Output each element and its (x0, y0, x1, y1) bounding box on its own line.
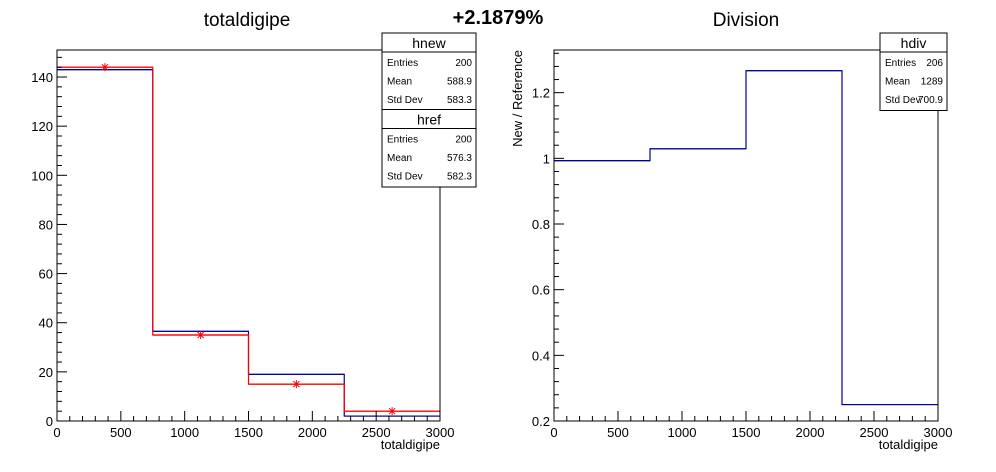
y-tick-label: 40 (39, 316, 53, 331)
stats-value: 200 (455, 58, 472, 69)
x-tick-label: 1500 (234, 425, 263, 440)
x-tick-label: 2000 (298, 425, 327, 440)
stats-label: Std Dev (387, 95, 423, 106)
stats-label: Entries (885, 58, 916, 69)
stats-title: hdiv (901, 35, 927, 51)
stats-value: 576.3 (447, 153, 472, 164)
x-tick-label: 2500 (860, 425, 889, 440)
y-tick-label: 0.4 (532, 348, 550, 363)
x-axis-title: totaldigipe (879, 437, 938, 452)
y-tick-label: 0 (46, 414, 53, 429)
y-tick-label: 1.2 (532, 86, 550, 101)
stats-box-href: href Entries 200 Mean 576.3 Std Dev 582.3 (381, 109, 477, 188)
x-tick-label: 1000 (170, 425, 199, 440)
marker-href-3 (388, 407, 396, 416)
chart-title: totaldigipe (204, 10, 291, 31)
stats-label: Std Dev (387, 172, 423, 183)
x-tick-label: 2500 (362, 425, 391, 440)
stats-value: 200 (455, 135, 472, 146)
stats-title: href (417, 112, 441, 128)
stats-box-hnew: hnew Entries 200 Mean 588.9 Std Dev 583.3 (381, 32, 477, 111)
y-tick-label: 60 (39, 267, 53, 282)
stats-box-frame (381, 109, 477, 188)
stats-value: 583.3 (447, 95, 472, 106)
stats-value: 588.9 (447, 77, 472, 88)
marker-href-0 (101, 63, 109, 72)
stats-label: Mean (885, 77, 910, 88)
y-tick-label: 1 (543, 151, 550, 166)
x-tick-label: 0 (53, 425, 60, 440)
right-pad: Division 0 500 1000 1500 2000 2500 3000 0.2 0.4 0.… (510, 10, 952, 452)
y-axis-title: New / Reference (510, 50, 525, 147)
x-tick-label: 3000 (426, 425, 455, 440)
stats-label: Std Dev (885, 95, 921, 106)
stats-title: hnew (412, 35, 446, 51)
stats-value: 582.3 (447, 172, 472, 183)
y-tick-label: 140 (31, 70, 53, 85)
y-tick-label: 20 (39, 365, 53, 380)
stats-label: Entries (387, 135, 418, 146)
stats-label: Entries (387, 58, 418, 69)
x-tick-label: 1000 (668, 425, 697, 440)
y-tick-label: 0.2 (532, 414, 550, 429)
series-hdiv (554, 70, 938, 406)
x-tick-label: 500 (607, 425, 629, 440)
stats-box-frame (879, 32, 948, 111)
series-href (57, 66, 440, 412)
x-tick-label: 500 (110, 425, 132, 440)
marker-href-2 (293, 380, 300, 389)
chart-title: Division (713, 10, 780, 31)
stats-label: Mean (387, 153, 412, 164)
difference-label: +2.1879% (453, 7, 544, 29)
x-axis-title: totaldigipe (381, 437, 440, 452)
marker-href-1 (197, 331, 204, 340)
stats-value: 206 (926, 58, 943, 69)
y-tick-label: 120 (31, 119, 53, 134)
x-tick-label: 1500 (732, 425, 761, 440)
stats-value: 1289 (921, 77, 944, 88)
x-tick-label: 3000 (924, 425, 953, 440)
stats-box-frame (381, 32, 477, 111)
y-tick-label: 0.8 (532, 217, 550, 232)
y-tick-label: 80 (39, 217, 53, 232)
stats-value: 700.9 (918, 95, 943, 106)
x-tick-label: 0 (550, 425, 557, 440)
left-pad: totaldigipe 0 500 1000 1500 2000 2500 3000 0 20 40… (31, 10, 477, 452)
y-tick-label: 100 (31, 168, 53, 183)
y-tick-label: 0.6 (532, 283, 550, 298)
x-tick-label: 2000 (796, 425, 825, 440)
stats-label: Mean (387, 77, 412, 88)
